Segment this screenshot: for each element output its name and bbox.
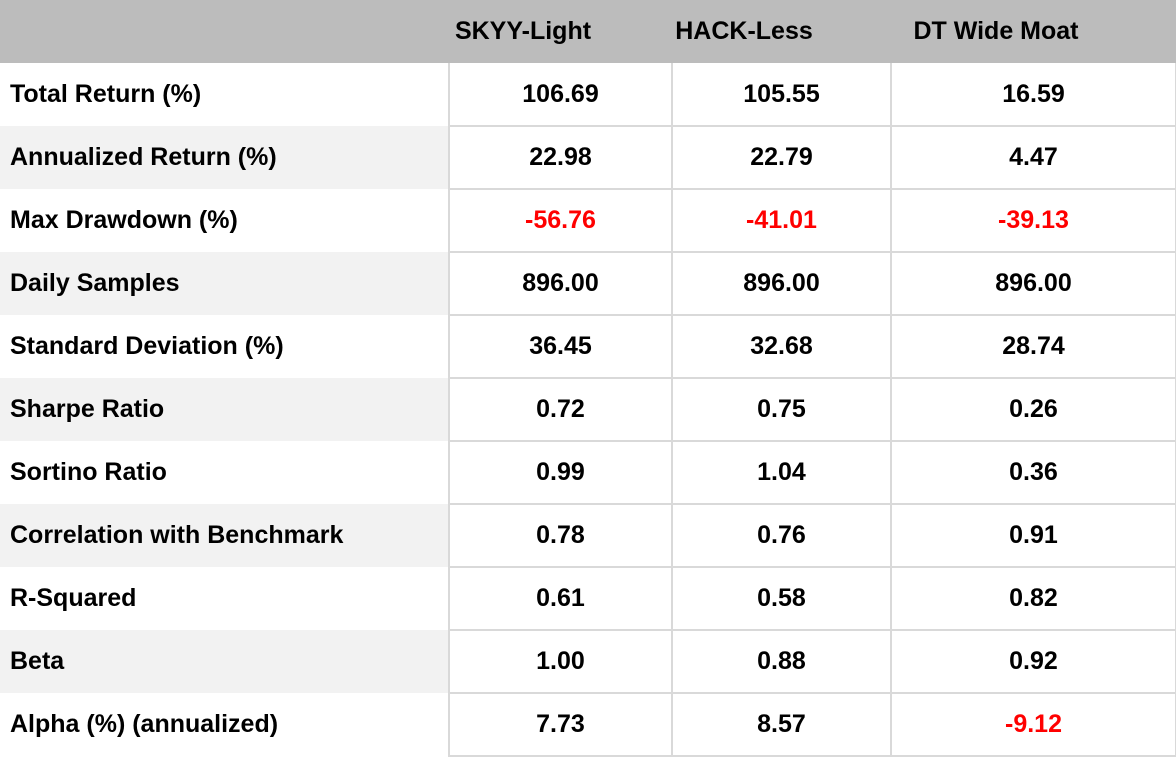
table-header: SKYY-Light HACK-Less DT Wide Moat [0, 0, 1176, 63]
column-header-hack-less: HACK-Less [672, 0, 891, 63]
metric-value: 22.98 [448, 126, 672, 190]
metric-value: 105.55 [671, 63, 891, 127]
metric-label: R-Squared [0, 567, 449, 630]
metric-value: 1.04 [671, 441, 891, 505]
metric-value: 896.00 [890, 252, 1176, 316]
metric-value: 0.78 [448, 504, 672, 568]
table-row: Beta 1.00 0.88 0.92 [0, 630, 1176, 694]
table-row: Annualized Return (%) 22.98 22.79 4.47 [0, 126, 1176, 190]
metric-label: Daily Samples [0, 252, 449, 315]
metric-value: 0.26 [890, 378, 1176, 442]
table-row: Alpha (%) (annualized) 7.73 8.57 -9.12 [0, 693, 1176, 757]
metric-value: 0.76 [671, 504, 891, 568]
metric-value: 0.82 [890, 567, 1176, 631]
metric-value: 7.73 [448, 693, 672, 757]
header-row: SKYY-Light HACK-Less DT Wide Moat [0, 0, 1176, 63]
metric-value: 22.79 [671, 126, 891, 190]
metric-value: 0.58 [671, 567, 891, 631]
table-body: Total Return (%) 106.69 105.55 16.59 Annuali… [0, 63, 1176, 757]
table-row: Sharpe Ratio 0.72 0.75 0.26 [0, 378, 1176, 442]
metric-label: Sharpe Ratio [0, 378, 449, 441]
column-header-skyy-light: SKYY-Light [449, 0, 672, 63]
table-row: Standard Deviation (%) 36.45 32.68 28.74 [0, 315, 1176, 379]
metric-value: 32.68 [671, 315, 891, 379]
metric-value: 0.72 [448, 378, 672, 442]
metric-label: Max Drawdown (%) [0, 189, 449, 252]
metric-value: 0.88 [671, 630, 891, 694]
metric-value: 36.45 [448, 315, 672, 379]
metric-value: 4.47 [890, 126, 1176, 190]
metric-value: 0.92 [890, 630, 1176, 694]
table-row: Max Drawdown (%) -56.76 -41.01 -39.13 [0, 189, 1176, 253]
metric-label: Total Return (%) [0, 63, 449, 126]
metric-value: 106.69 [448, 63, 672, 127]
metric-value: 1.00 [448, 630, 672, 694]
metric-value: -41.01 [671, 189, 891, 253]
metric-label: Standard Deviation (%) [0, 315, 449, 378]
table-row: R-Squared 0.61 0.58 0.82 [0, 567, 1176, 631]
table-row: Sortino Ratio 0.99 1.04 0.36 [0, 441, 1176, 505]
metric-value: 8.57 [671, 693, 891, 757]
metric-value: 896.00 [671, 252, 891, 316]
metric-label: Annualized Return (%) [0, 126, 449, 189]
metric-value: -9.12 [890, 693, 1176, 757]
metric-value: 896.00 [448, 252, 672, 316]
metric-label: Sortino Ratio [0, 441, 449, 504]
metric-value: 16.59 [890, 63, 1176, 127]
metric-label: Beta [0, 630, 449, 693]
metric-label: Correlation with Benchmark [0, 504, 449, 567]
table-row: Correlation with Benchmark 0.78 0.76 0.91 [0, 504, 1176, 568]
column-header-dt-wide-moat: DT Wide Moat [891, 0, 1176, 63]
metric-value: 28.74 [890, 315, 1176, 379]
table-row: Total Return (%) 106.69 105.55 16.59 [0, 63, 1176, 127]
table-row: Daily Samples 896.00 896.00 896.00 [0, 252, 1176, 316]
metric-value: 0.75 [671, 378, 891, 442]
metric-value: 0.91 [890, 504, 1176, 568]
metric-label: Alpha (%) (annualized) [0, 693, 449, 756]
metric-value: -56.76 [448, 189, 672, 253]
header-corner-cell [0, 0, 449, 63]
metric-value: 0.36 [890, 441, 1176, 505]
metric-value: -39.13 [890, 189, 1176, 253]
metric-value: 0.61 [448, 567, 672, 631]
metric-value: 0.99 [448, 441, 672, 505]
